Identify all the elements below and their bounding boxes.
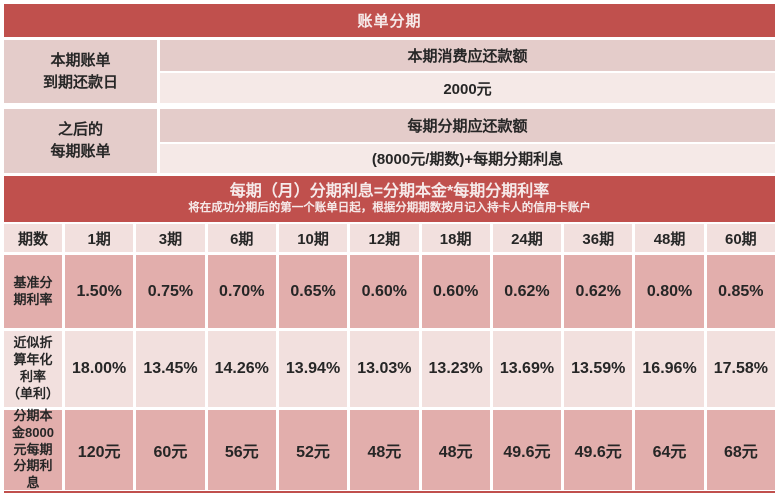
annualized-rate-cell: 16.96% [635, 331, 704, 407]
annualized-rate-cell: 18.00% [65, 331, 134, 407]
base-rate-cell: 0.62% [564, 255, 633, 328]
period-header-1: 1期 [65, 224, 134, 252]
base-rate-cell: 0.75% [136, 255, 205, 328]
annualized-rate-cell: 13.59% [564, 331, 633, 407]
row-label-annualized-rate: 近似折 算年化 利率 （单利） [4, 331, 62, 407]
period-interest-cell: 52元 [278, 410, 348, 490]
current-bill-value: 2000元 [160, 73, 775, 103]
period-header-48: 48期 [635, 224, 704, 252]
annualized-rate-cell: 13.94% [278, 331, 348, 407]
period-interest-cell: 49.6元 [492, 410, 562, 490]
period-interest-cell: 120元 [65, 410, 134, 490]
period-header-3: 3期 [136, 224, 205, 252]
base-rate-cell: 0.85% [706, 255, 775, 328]
period-header-18: 18期 [421, 224, 490, 252]
title-bar: 账单分期 [4, 4, 775, 37]
base-rate-cell: 0.62% [492, 255, 562, 328]
current-bill-section: 本期账单 到期还款日 本期消费应还款额 2000元 [4, 40, 775, 103]
period-interest-cell: 48元 [421, 410, 490, 490]
period-header-12: 12期 [350, 224, 419, 252]
annualized-rate-cell: 14.26% [207, 331, 276, 407]
period-interest-cell: 64元 [635, 410, 704, 490]
annualized-rate-cell: 13.23% [421, 331, 490, 407]
row-label-period-interest: 分期本 金8000 元每期 分期利 息 [4, 408, 62, 490]
period-interest-cell: 60元 [136, 410, 205, 490]
base-rate-cell: 1.50% [65, 255, 134, 328]
future-bill-label: 之后的 每期账单 [4, 109, 157, 173]
formula-title: 每期（月）分期利息=分期本金*每期分期利率 [229, 182, 550, 200]
future-bill-section: 之后的 每期账单 每期分期应还款额 (8000元/期数)+每期分期利息 [4, 109, 775, 173]
annualized-rate-cell: 17.58% [706, 331, 775, 407]
future-bill-header: 每期分期应还款额 [160, 109, 775, 142]
formula-subtitle: 将在成功分期后的第一个账单日起，根据分期期数按月记入持卡人的信用卡账户 [188, 202, 591, 215]
base-rate-cell: 0.80% [635, 255, 704, 328]
future-bill-value: (8000元/期数)+每期分期利息 [160, 144, 775, 173]
table-corner-label: 期数 [4, 224, 62, 252]
period-header-60: 60期 [706, 224, 775, 252]
bottom-divider [4, 491, 775, 493]
period-header-6: 6期 [207, 224, 276, 252]
page-title: 账单分期 [357, 13, 422, 30]
period-header-10: 10期 [278, 224, 348, 252]
base-rate-cell: 0.60% [350, 255, 419, 328]
period-header-36: 36期 [564, 224, 633, 252]
annualized-rate-cell: 13.45% [136, 331, 205, 407]
base-rate-cell: 0.65% [278, 255, 348, 328]
period-interest-cell: 48元 [350, 410, 419, 490]
period-interest-cell: 49.6元 [564, 410, 633, 490]
installment-rate-table: 期数 1期 3期 6期 10期 12期 18期 24期 36期 48期 60期 … [4, 224, 775, 490]
current-bill-label: 本期账单 到期还款日 [4, 40, 157, 103]
period-interest-cell: 56元 [207, 410, 276, 490]
interest-formula-banner: 每期（月）分期利息=分期本金*每期分期利率 将在成功分期后的第一个账单日起，根据… [4, 176, 775, 222]
row-label-base-rate: 基准分 期利率 [4, 255, 62, 328]
annualized-rate-cell: 13.69% [492, 331, 562, 407]
period-header-24: 24期 [492, 224, 562, 252]
period-interest-cell: 68元 [706, 410, 775, 490]
base-rate-cell: 0.70% [207, 255, 276, 328]
base-rate-cell: 0.60% [421, 255, 490, 328]
annualized-rate-cell: 13.03% [350, 331, 419, 407]
current-bill-header: 本期消费应还款额 [160, 40, 775, 71]
